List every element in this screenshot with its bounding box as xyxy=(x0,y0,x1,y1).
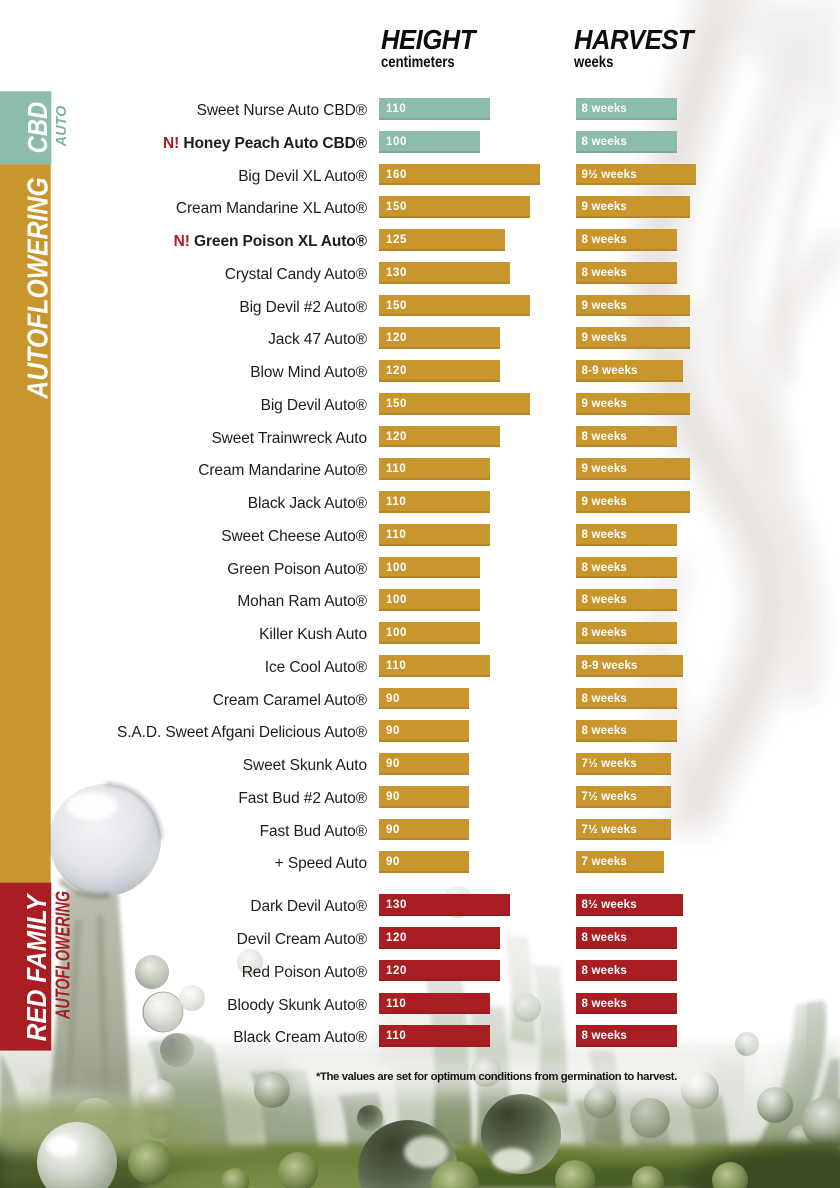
svg-text:AUTOFLOWERING: AUTOFLOWERING xyxy=(51,891,74,1020)
svg-text:CBD: CBD xyxy=(21,102,53,154)
svg-text:RED FAMILY: RED FAMILY xyxy=(20,892,52,1041)
svg-text:AUTOFLOWERING: AUTOFLOWERING xyxy=(22,177,54,399)
svg-text:AUTO: AUTO xyxy=(54,105,70,148)
